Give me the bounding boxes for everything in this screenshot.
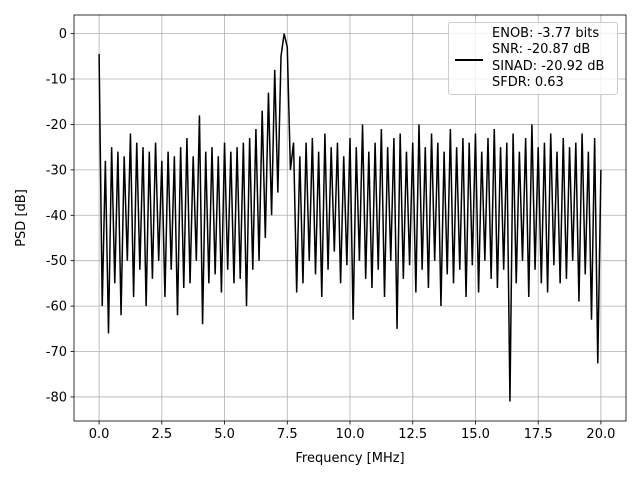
- y-tick-label: -80: [46, 390, 67, 405]
- y-axis-label: PSD [dB]: [14, 189, 29, 247]
- x-tick-label: 0.0: [89, 427, 110, 442]
- x-tick-label: 2.5: [151, 427, 172, 442]
- x-tick-label: 5.0: [214, 427, 235, 442]
- x-tick-label: 10.0: [336, 427, 365, 442]
- axes-frame: [73, 14, 627, 422]
- y-tick-label: 0: [59, 27, 67, 42]
- y-tick-label: -20: [46, 118, 67, 133]
- x-tick-label: 12.5: [398, 427, 427, 442]
- data-line: [98, 33, 602, 402]
- y-tick-label: -60: [46, 300, 67, 315]
- legend: ENOB: -3.77 bits SNR: -20.87 dB SINAD: -…: [448, 22, 618, 95]
- y-tick-label: -50: [46, 254, 67, 269]
- x-tick-label: 17.5: [524, 427, 553, 442]
- x-tick-label: 7.5: [277, 427, 298, 442]
- legend-swatch: [455, 59, 483, 61]
- y-tick-label: -40: [46, 209, 67, 224]
- y-tick-label: -30: [46, 163, 67, 178]
- y-tick-label: -70: [46, 345, 67, 360]
- x-tick-label: 15.0: [461, 427, 490, 442]
- y-tick-label: -10: [46, 73, 67, 88]
- x-tick-label: 20.0: [586, 427, 615, 442]
- x-axis-label: Frequency [MHz]: [295, 451, 404, 466]
- legend-label: ENOB: -3.77 bits SNR: -20.87 dB SINAD: -…: [492, 26, 605, 91]
